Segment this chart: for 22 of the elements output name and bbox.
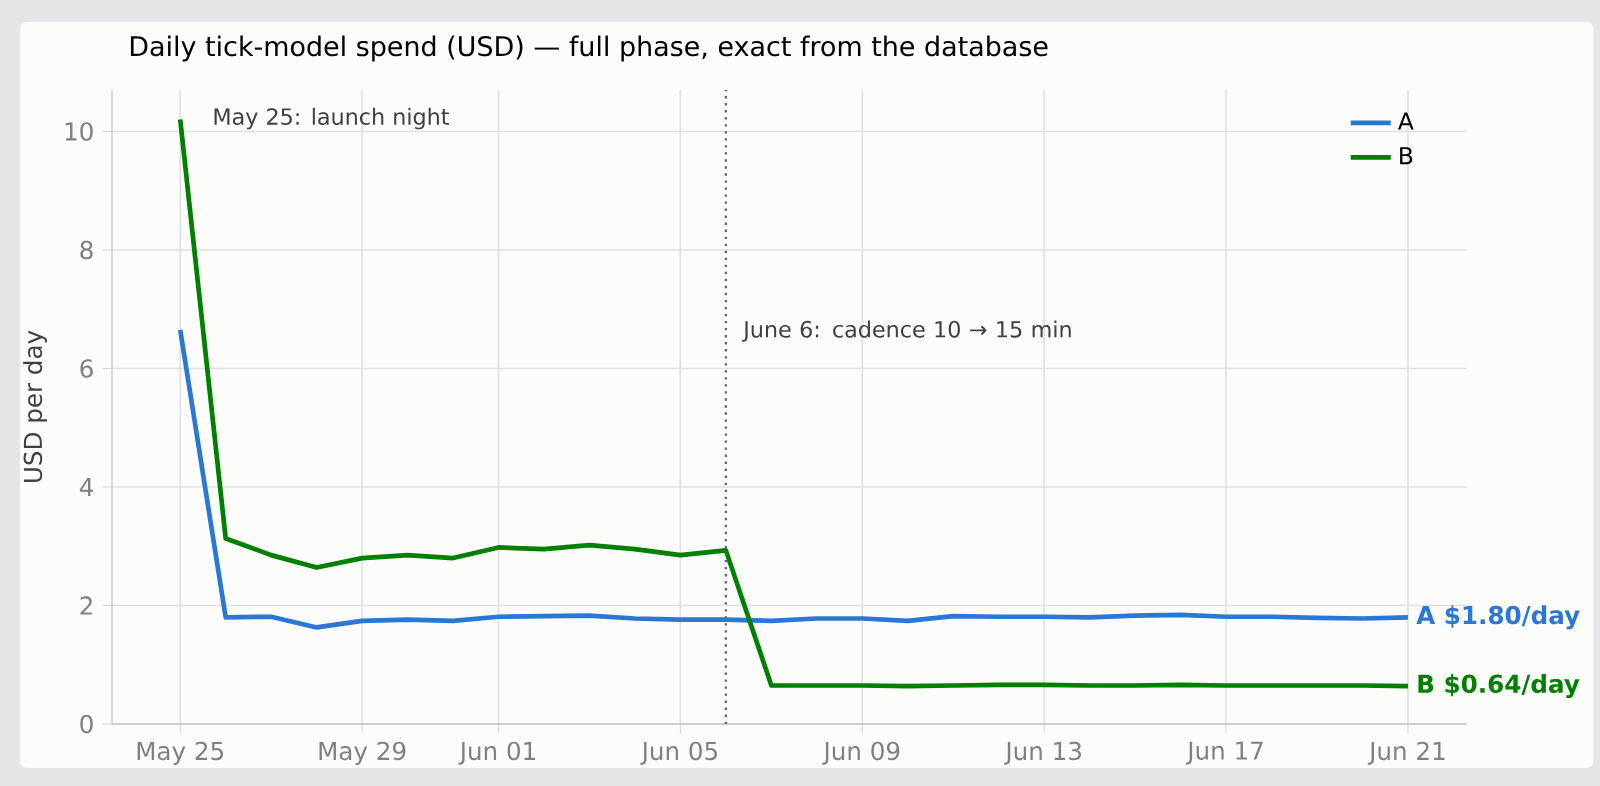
y-tick-label: 8 (80, 240, 93, 260)
x-tick-label: Jun 21 (1367, 741, 1445, 765)
x-tick-label: Jun 01 (458, 741, 536, 765)
x-tick-label: Jun 13 (1004, 741, 1081, 765)
chart-title: Daily tick-model spend (USD) — full phase, exact from the database (130, 35, 1048, 62)
y-tick-label: 10 (65, 122, 93, 141)
legend-label: A (1397, 112, 1414, 130)
x-tick-label: Jun 05 (640, 741, 718, 765)
x-tick-label: May 29 (319, 741, 406, 766)
x-tick-label: Jun 09 (822, 741, 900, 765)
legend-label: B (1400, 147, 1413, 165)
x-tick-label: Jun 17 (1185, 741, 1263, 765)
annotation: B $0.64/day (1418, 674, 1580, 699)
y-axis-title: USD per day (23, 330, 47, 483)
ref-line-label: June 6: cadence 10 → 15 min (742, 320, 1071, 342)
y-tick-label: 4 (79, 478, 93, 496)
y-tick-label: 0 (80, 714, 93, 734)
annotation: May 25: launch night (214, 107, 449, 130)
y-tick-label: 2 (80, 596, 92, 615)
y-tick-label: 6 (80, 359, 93, 378)
annotation: A $1.80/day (1416, 605, 1580, 630)
x-tick-label: May 25 (137, 741, 224, 766)
